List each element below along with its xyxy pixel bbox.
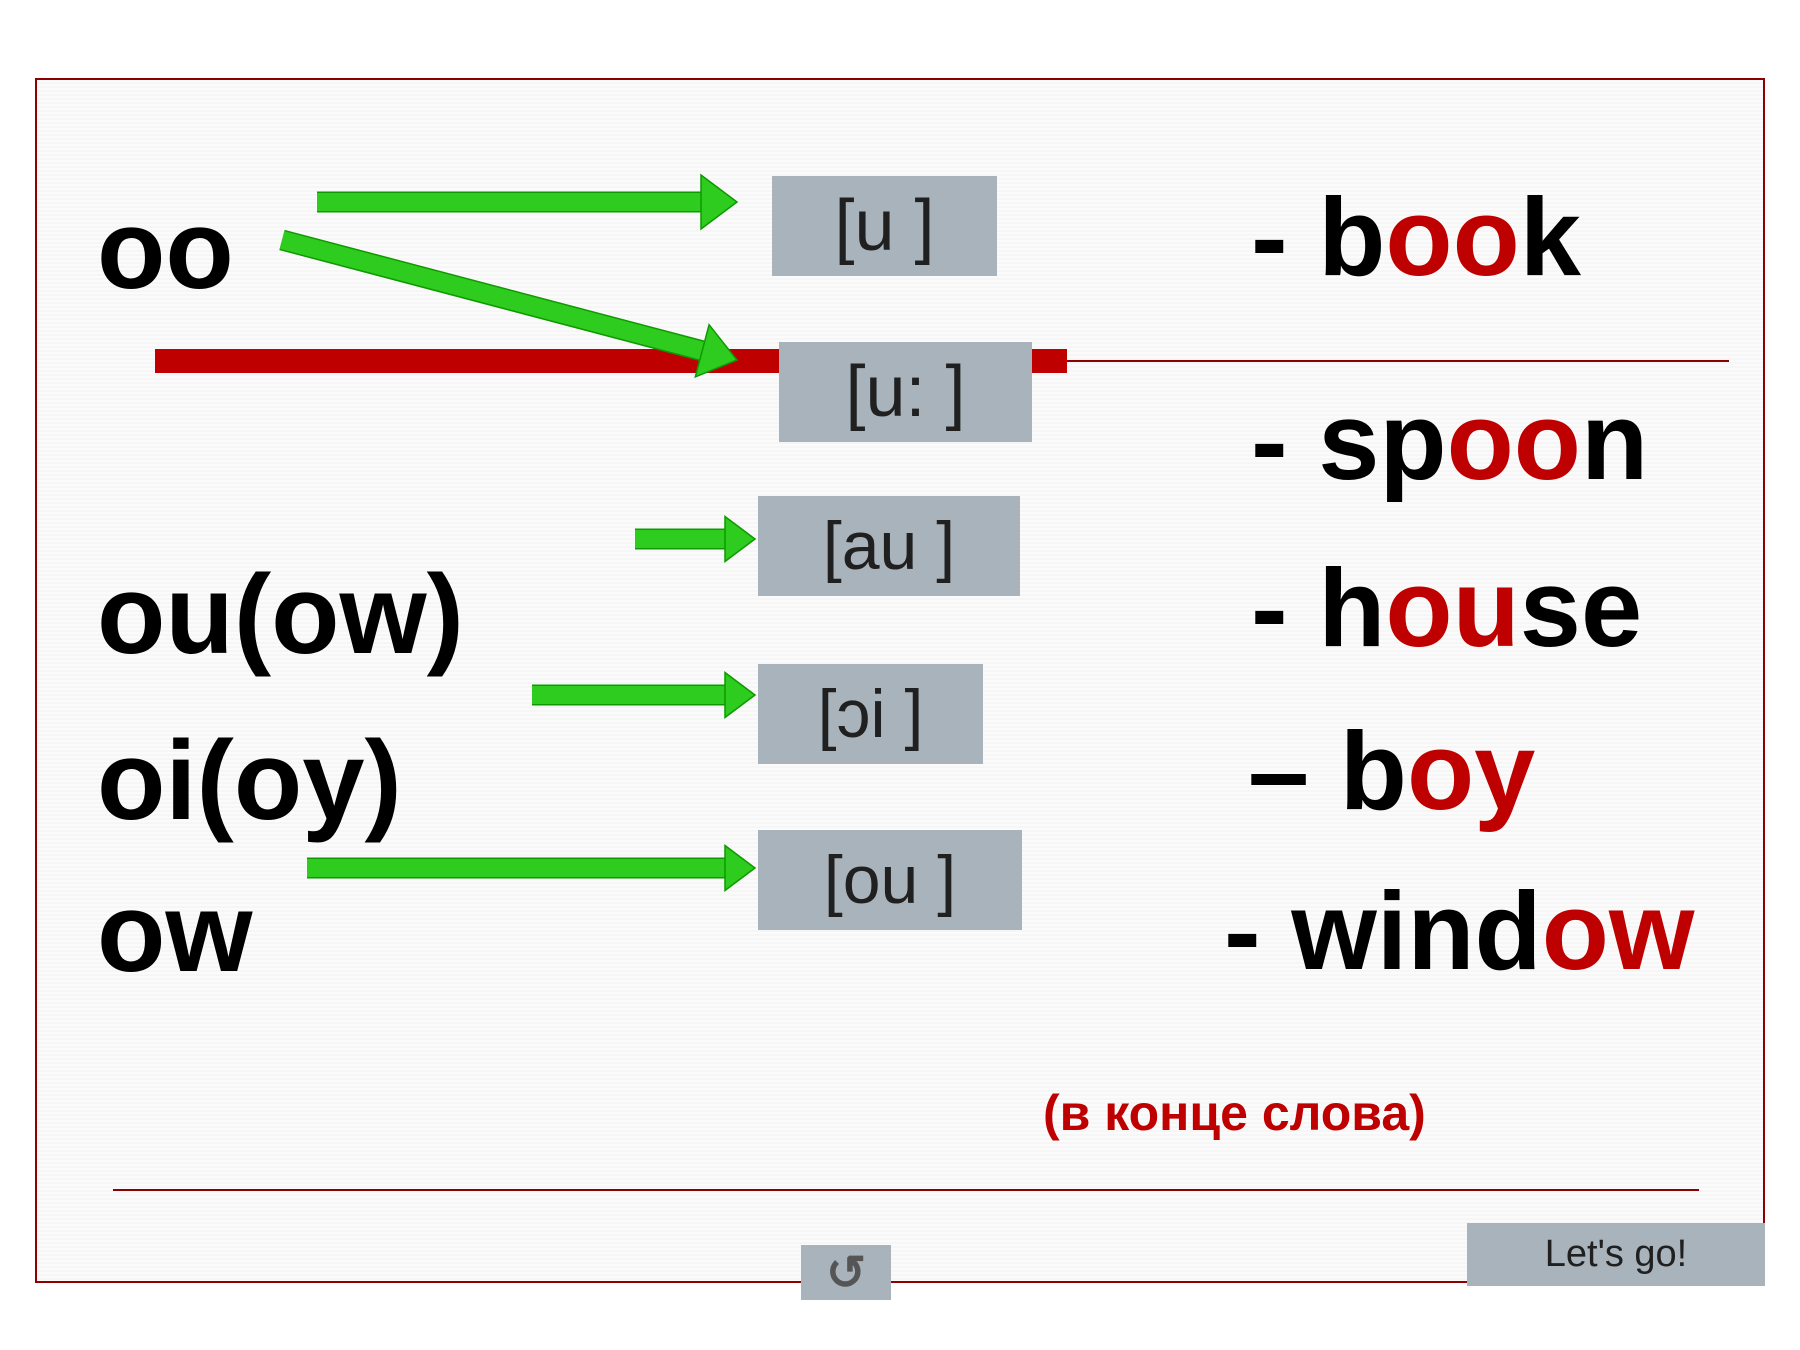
slide-frame: oo ou(ow) oi(oy) ow [u ] [u: ] [au ] [ɔi…: [35, 78, 1765, 1283]
undo-icon: ↺: [826, 1245, 866, 1301]
arrows-overlay: [37, 80, 1767, 1285]
back-button[interactable]: ↺: [801, 1245, 891, 1300]
lets-go-button[interactable]: Let's go!: [1467, 1223, 1765, 1286]
